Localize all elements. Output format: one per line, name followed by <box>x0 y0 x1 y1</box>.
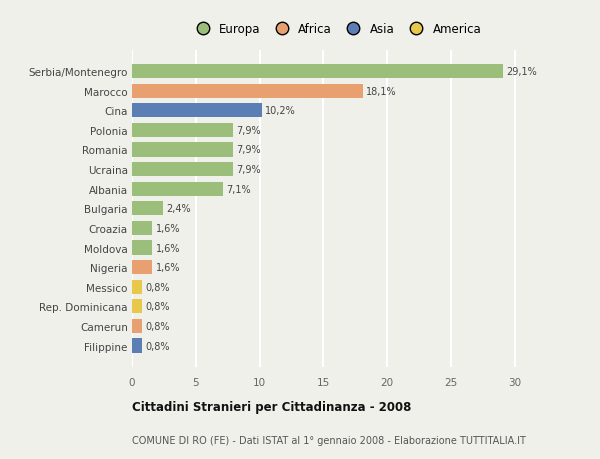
Bar <box>132 319 142 333</box>
Legend: Europa, Africa, Asia, America: Europa, Africa, Asia, America <box>186 18 486 41</box>
Bar <box>132 260 152 274</box>
Text: 0,8%: 0,8% <box>145 321 170 331</box>
Text: 0,8%: 0,8% <box>145 341 170 351</box>
Text: 7,9%: 7,9% <box>236 126 260 135</box>
Text: 1,6%: 1,6% <box>155 243 180 253</box>
Text: 29,1%: 29,1% <box>506 67 537 77</box>
Bar <box>132 162 233 177</box>
Bar <box>132 123 233 138</box>
Bar <box>132 65 503 79</box>
Bar <box>132 241 152 255</box>
Text: 7,9%: 7,9% <box>236 145 260 155</box>
Bar <box>132 143 233 157</box>
Bar <box>132 84 363 99</box>
Bar <box>132 339 142 353</box>
Text: COMUNE DI RO (FE) - Dati ISTAT al 1° gennaio 2008 - Elaborazione TUTTITALIA.IT: COMUNE DI RO (FE) - Dati ISTAT al 1° gen… <box>132 435 526 445</box>
Bar <box>132 221 152 235</box>
Text: 2,4%: 2,4% <box>166 204 190 214</box>
Bar <box>132 300 142 313</box>
Text: 18,1%: 18,1% <box>366 86 397 96</box>
Text: 10,2%: 10,2% <box>265 106 296 116</box>
Text: 7,1%: 7,1% <box>226 185 250 194</box>
Text: 1,6%: 1,6% <box>155 224 180 233</box>
Bar <box>132 182 223 196</box>
Text: Cittadini Stranieri per Cittadinanza - 2008: Cittadini Stranieri per Cittadinanza - 2… <box>132 400 412 413</box>
Bar <box>132 202 163 216</box>
Bar <box>132 104 262 118</box>
Text: 0,8%: 0,8% <box>145 302 170 312</box>
Text: 0,8%: 0,8% <box>145 282 170 292</box>
Text: 1,6%: 1,6% <box>155 263 180 273</box>
Text: 7,9%: 7,9% <box>236 165 260 175</box>
Bar <box>132 280 142 294</box>
